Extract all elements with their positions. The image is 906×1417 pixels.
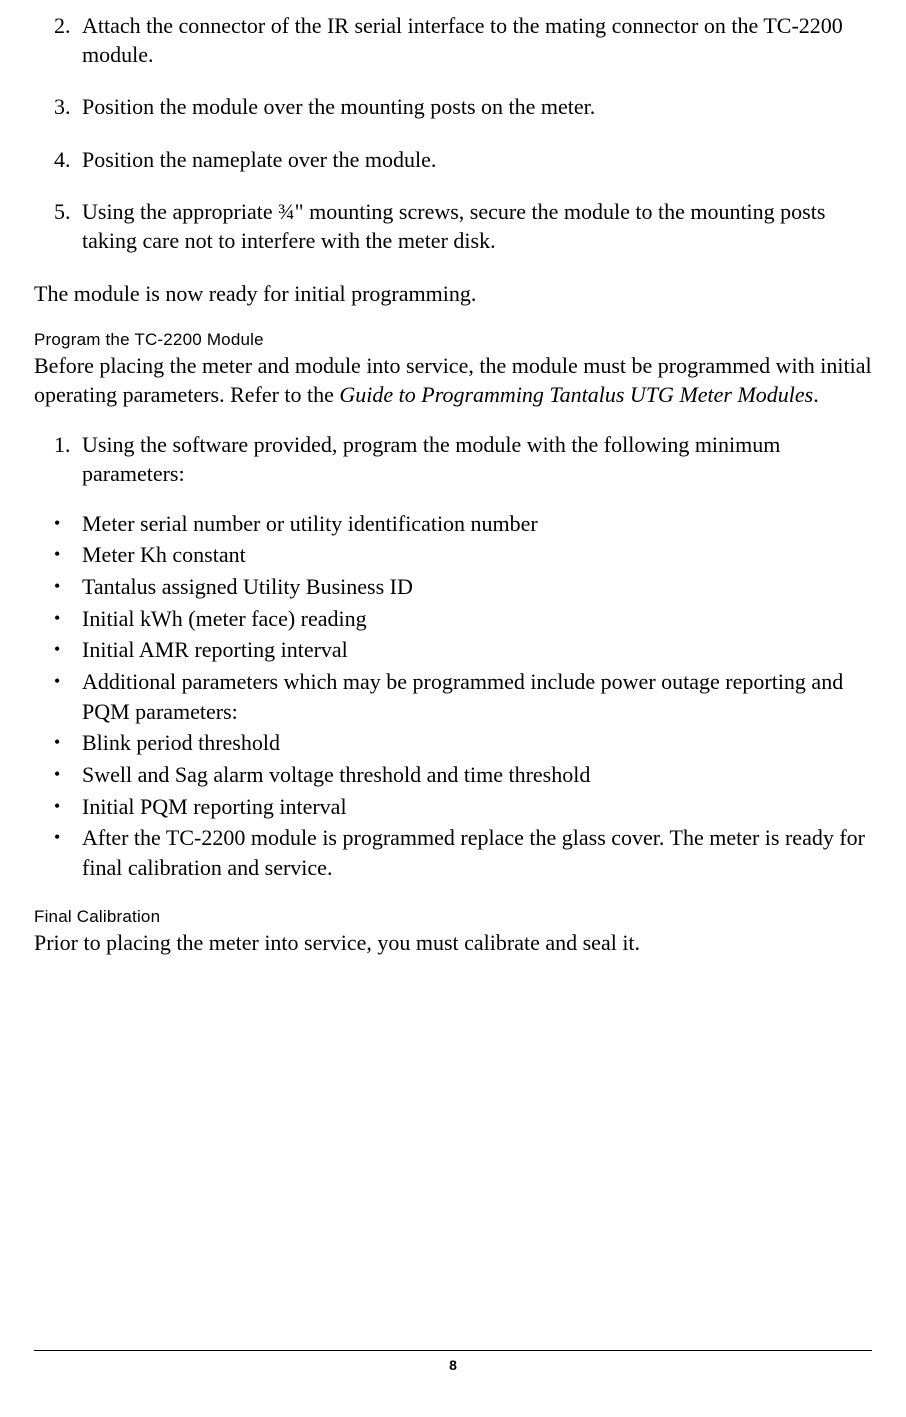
calibration-section: Final Calibration Prior to placing the m…	[34, 907, 872, 958]
list-item: • Blink period threshold	[34, 728, 872, 758]
list-text: Using the appropriate ¾" mounting screws…	[82, 198, 872, 255]
list-item: 2. Attach the connector of the IR serial…	[34, 12, 872, 69]
list-text: Position the module over the mounting po…	[82, 93, 872, 122]
list-text: Initial PQM reporting interval	[82, 792, 872, 822]
list-item: • Meter serial number or utility identif…	[34, 509, 872, 539]
install-steps-list: 2. Attach the connector of the IR serial…	[34, 12, 872, 256]
calibration-heading: Final Calibration	[34, 907, 872, 927]
list-text: Meter Kh constant	[82, 540, 872, 570]
bullet-icon: •	[34, 760, 82, 790]
list-item: • Initial AMR reporting interval	[34, 635, 872, 665]
list-item: 3. Position the module over the mounting…	[34, 93, 872, 122]
list-text: Using the software provided, program the…	[82, 431, 872, 488]
bullet-icon: •	[34, 572, 82, 602]
program-intro: Before placing the meter and module into…	[34, 352, 872, 409]
ready-paragraph: The module is now ready for initial prog…	[34, 280, 872, 309]
list-text: Attach the connector of the IR serial in…	[82, 12, 872, 69]
list-item: 5. Using the appropriate ¾" mounting scr…	[34, 198, 872, 255]
list-number: 2.	[34, 12, 82, 69]
bullet-icon: •	[34, 728, 82, 758]
list-number: 4.	[34, 146, 82, 175]
list-text: Swell and Sag alarm voltage threshold an…	[82, 760, 872, 790]
program-heading: Program the TC-2200 Module	[34, 330, 872, 350]
bullet-icon: •	[34, 792, 82, 822]
list-text: Meter serial number or utility identific…	[82, 509, 872, 539]
bullet-icon: •	[34, 604, 82, 634]
list-item: • Tantalus assigned Utility Business ID	[34, 572, 872, 602]
bullet-icon: •	[34, 509, 82, 539]
calibration-body: Prior to placing the meter into service,…	[34, 929, 872, 958]
page-footer: 8	[34, 1350, 872, 1373]
list-text: Initial kWh (meter face) reading	[82, 604, 872, 634]
list-text: Position the nameplate over the module.	[82, 146, 872, 175]
bullet-icon: •	[34, 540, 82, 570]
list-item: • Initial kWh (meter face) reading	[34, 604, 872, 634]
list-number: 3.	[34, 93, 82, 122]
list-text: Tantalus assigned Utility Business ID	[82, 572, 872, 602]
list-item: • Swell and Sag alarm voltage threshold …	[34, 760, 872, 790]
list-text: After the TC-2200 module is programmed r…	[82, 823, 872, 882]
bullet-icon: •	[34, 823, 82, 882]
list-number: 5.	[34, 198, 82, 255]
bullet-icon: •	[34, 667, 82, 726]
list-item: • Initial PQM reporting interval	[34, 792, 872, 822]
program-intro-text-2: .	[813, 382, 819, 407]
list-item: • After the TC-2200 module is programmed…	[34, 823, 872, 882]
list-text: Additional parameters which may be progr…	[82, 667, 872, 726]
program-bullet-list: • Meter serial number or utility identif…	[34, 509, 872, 883]
list-item: 4. Position the nameplate over the modul…	[34, 146, 872, 175]
list-item: • Meter Kh constant	[34, 540, 872, 570]
list-text: Initial AMR reporting interval	[82, 635, 872, 665]
list-number: 1.	[34, 431, 82, 488]
program-section: Program the TC-2200 Module Before placin…	[34, 330, 872, 883]
page-number: 8	[449, 1357, 457, 1373]
list-item: • Additional parameters which may be pro…	[34, 667, 872, 726]
bullet-icon: •	[34, 635, 82, 665]
list-item: 1. Using the software provided, program …	[34, 431, 872, 488]
program-intro-italic: Guide to Programming Tantalus UTG Meter …	[339, 382, 813, 407]
list-text: Blink period threshold	[82, 728, 872, 758]
